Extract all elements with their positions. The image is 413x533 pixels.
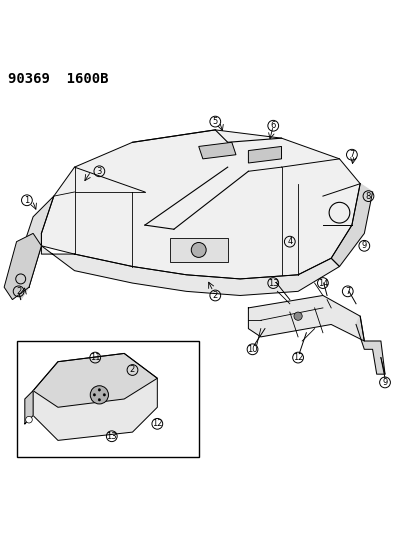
Polygon shape bbox=[169, 238, 227, 262]
Polygon shape bbox=[248, 295, 363, 341]
Text: 9: 9 bbox=[382, 378, 387, 387]
Text: 1: 1 bbox=[24, 196, 29, 205]
Polygon shape bbox=[4, 233, 41, 300]
Polygon shape bbox=[355, 316, 384, 374]
Text: 9: 9 bbox=[361, 241, 366, 251]
Text: 14: 14 bbox=[317, 279, 328, 288]
Text: 90369  1600B: 90369 1600B bbox=[8, 72, 109, 86]
Circle shape bbox=[98, 399, 100, 401]
Text: 13: 13 bbox=[267, 279, 278, 288]
Polygon shape bbox=[330, 184, 372, 266]
Polygon shape bbox=[25, 391, 33, 424]
Text: 13: 13 bbox=[106, 432, 117, 441]
Text: 4: 4 bbox=[287, 237, 292, 246]
Text: 6: 6 bbox=[270, 121, 275, 130]
Text: 7: 7 bbox=[344, 287, 349, 296]
Circle shape bbox=[26, 416, 32, 423]
FancyBboxPatch shape bbox=[17, 341, 198, 457]
Text: 5: 5 bbox=[212, 117, 217, 126]
Polygon shape bbox=[41, 246, 339, 295]
Text: 7: 7 bbox=[349, 150, 354, 159]
Text: 2: 2 bbox=[130, 366, 135, 375]
Polygon shape bbox=[12, 254, 29, 300]
Text: 8: 8 bbox=[365, 192, 370, 200]
Text: 2: 2 bbox=[212, 291, 217, 300]
Polygon shape bbox=[248, 147, 281, 163]
Text: 12: 12 bbox=[292, 353, 303, 362]
Circle shape bbox=[293, 312, 301, 320]
Polygon shape bbox=[198, 142, 235, 159]
Polygon shape bbox=[21, 196, 54, 287]
Circle shape bbox=[98, 389, 100, 391]
Text: 3: 3 bbox=[97, 167, 102, 176]
Text: 11: 11 bbox=[90, 353, 100, 362]
Circle shape bbox=[103, 393, 105, 396]
Text: 2: 2 bbox=[16, 287, 21, 296]
Text: 10: 10 bbox=[247, 345, 257, 354]
Polygon shape bbox=[33, 353, 157, 407]
Circle shape bbox=[93, 393, 95, 396]
Circle shape bbox=[191, 243, 206, 257]
Polygon shape bbox=[33, 353, 157, 440]
Circle shape bbox=[90, 386, 108, 404]
Polygon shape bbox=[41, 130, 359, 279]
Text: 12: 12 bbox=[152, 419, 162, 429]
